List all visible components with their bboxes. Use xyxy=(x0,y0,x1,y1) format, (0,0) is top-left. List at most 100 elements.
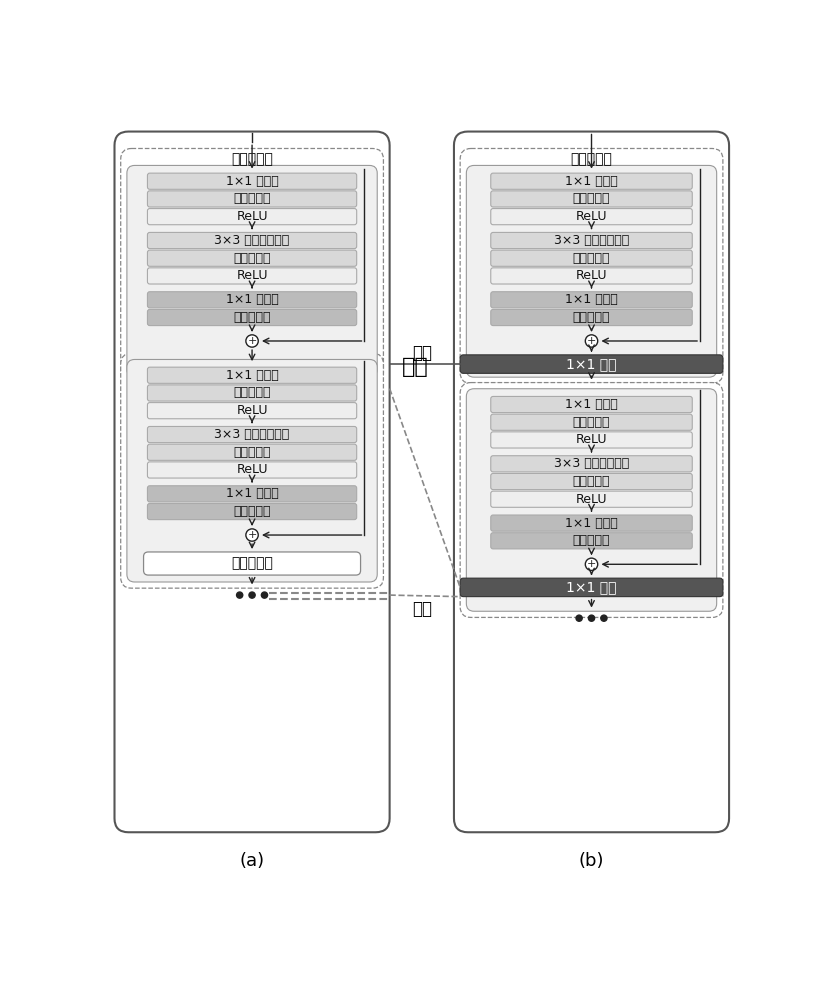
Text: ReLU: ReLU xyxy=(236,269,267,282)
FancyBboxPatch shape xyxy=(114,132,389,832)
Text: 批量归一化: 批量归一化 xyxy=(573,475,611,488)
Text: 1×1 扩展层: 1×1 扩展层 xyxy=(226,175,278,188)
FancyBboxPatch shape xyxy=(147,173,356,189)
Text: 3×3 深度可分卷积: 3×3 深度可分卷积 xyxy=(215,428,290,441)
Text: 批量归一化: 批量归一化 xyxy=(573,192,611,205)
Text: 批量归一化: 批量归一化 xyxy=(233,505,271,518)
Circle shape xyxy=(585,335,597,347)
Text: 1×1 卷积: 1×1 卷积 xyxy=(566,580,616,594)
FancyBboxPatch shape xyxy=(147,403,356,419)
FancyBboxPatch shape xyxy=(491,491,692,507)
Text: (b): (b) xyxy=(579,852,604,870)
FancyBboxPatch shape xyxy=(147,462,356,478)
Text: 1×1 投影层: 1×1 投影层 xyxy=(226,487,278,500)
FancyBboxPatch shape xyxy=(147,268,356,284)
Text: 批量归一化: 批量归一化 xyxy=(573,252,611,265)
Text: 瓶颈残差块: 瓶颈残差块 xyxy=(231,557,273,571)
Text: 批量归一化: 批量归一化 xyxy=(233,386,271,399)
Text: (a): (a) xyxy=(239,852,265,870)
FancyBboxPatch shape xyxy=(147,486,356,502)
FancyBboxPatch shape xyxy=(147,209,356,225)
Circle shape xyxy=(601,615,607,621)
Text: 3×3 深度可分卷积: 3×3 深度可分卷积 xyxy=(554,457,629,470)
Text: 批量归一化: 批量归一化 xyxy=(573,534,611,547)
Text: 批量归一化: 批量归一化 xyxy=(233,192,271,205)
FancyBboxPatch shape xyxy=(491,232,692,249)
FancyBboxPatch shape xyxy=(491,173,692,189)
FancyBboxPatch shape xyxy=(147,191,356,207)
FancyBboxPatch shape xyxy=(460,148,723,383)
Text: +: + xyxy=(248,336,257,346)
FancyBboxPatch shape xyxy=(467,389,717,611)
Text: 批量归一化: 批量归一化 xyxy=(233,252,271,265)
Text: 批量归一化: 批量归一化 xyxy=(573,311,611,324)
Circle shape xyxy=(585,558,597,570)
Text: ReLU: ReLU xyxy=(236,463,267,476)
FancyBboxPatch shape xyxy=(460,578,723,597)
FancyBboxPatch shape xyxy=(121,353,384,588)
FancyBboxPatch shape xyxy=(147,367,356,383)
Circle shape xyxy=(588,615,594,621)
FancyBboxPatch shape xyxy=(491,268,692,284)
Text: 裁剪: 裁剪 xyxy=(412,600,432,618)
FancyBboxPatch shape xyxy=(491,432,692,448)
Text: 1×1 扩展层: 1×1 扩展层 xyxy=(565,175,618,188)
FancyBboxPatch shape xyxy=(147,426,356,443)
Text: 裁剪: 裁剪 xyxy=(402,357,429,377)
Text: 批量归一化: 批量归一化 xyxy=(233,311,271,324)
FancyBboxPatch shape xyxy=(147,503,356,520)
Text: 1×1 扩展层: 1×1 扩展层 xyxy=(226,369,278,382)
Text: 裁剪: 裁剪 xyxy=(412,344,432,362)
FancyBboxPatch shape xyxy=(147,250,356,266)
FancyBboxPatch shape xyxy=(467,165,717,377)
FancyBboxPatch shape xyxy=(491,396,692,413)
Text: 3×3 深度可分卷积: 3×3 深度可分卷积 xyxy=(215,234,290,247)
FancyBboxPatch shape xyxy=(147,444,356,460)
Text: ReLU: ReLU xyxy=(576,493,607,506)
Circle shape xyxy=(576,615,582,621)
Text: +: + xyxy=(587,559,596,569)
Circle shape xyxy=(246,335,258,347)
FancyBboxPatch shape xyxy=(491,533,692,549)
Text: 1×1 扩展层: 1×1 扩展层 xyxy=(565,398,618,411)
FancyBboxPatch shape xyxy=(127,359,377,582)
Text: 3×3 深度可分卷积: 3×3 深度可分卷积 xyxy=(554,234,629,247)
Text: +: + xyxy=(248,530,257,540)
Text: 批量归一化: 批量归一化 xyxy=(233,446,271,459)
FancyBboxPatch shape xyxy=(491,250,692,266)
FancyBboxPatch shape xyxy=(147,232,356,249)
Text: 1×1 投影层: 1×1 投影层 xyxy=(565,293,618,306)
Text: 1×1 投影层: 1×1 投影层 xyxy=(226,293,278,306)
Text: 瓶颈残差块: 瓶颈残差块 xyxy=(231,152,273,166)
Circle shape xyxy=(246,529,258,541)
FancyBboxPatch shape xyxy=(143,552,360,575)
Circle shape xyxy=(236,592,243,598)
Text: ReLU: ReLU xyxy=(576,433,607,446)
FancyBboxPatch shape xyxy=(147,292,356,308)
FancyBboxPatch shape xyxy=(491,414,692,430)
FancyBboxPatch shape xyxy=(491,309,692,326)
FancyBboxPatch shape xyxy=(491,191,692,207)
FancyBboxPatch shape xyxy=(491,292,692,308)
Circle shape xyxy=(249,592,255,598)
FancyBboxPatch shape xyxy=(121,148,384,383)
FancyBboxPatch shape xyxy=(491,456,692,472)
Text: 1×1 卷积: 1×1 卷积 xyxy=(566,357,616,371)
FancyBboxPatch shape xyxy=(147,309,356,326)
Text: ReLU: ReLU xyxy=(236,210,267,223)
Text: 瓶颈残差块: 瓶颈残差块 xyxy=(570,152,612,166)
FancyBboxPatch shape xyxy=(127,165,377,377)
FancyBboxPatch shape xyxy=(460,383,723,617)
Text: 批量归一化: 批量归一化 xyxy=(573,416,611,429)
Text: 1×1 投影层: 1×1 投影层 xyxy=(565,517,618,530)
FancyBboxPatch shape xyxy=(491,515,692,531)
Circle shape xyxy=(262,592,267,598)
FancyBboxPatch shape xyxy=(460,355,723,373)
Text: ReLU: ReLU xyxy=(576,210,607,223)
Text: +: + xyxy=(587,336,596,346)
FancyBboxPatch shape xyxy=(147,385,356,401)
FancyBboxPatch shape xyxy=(491,209,692,225)
Text: ReLU: ReLU xyxy=(236,404,267,417)
Text: ReLU: ReLU xyxy=(576,269,607,282)
FancyBboxPatch shape xyxy=(491,473,692,490)
